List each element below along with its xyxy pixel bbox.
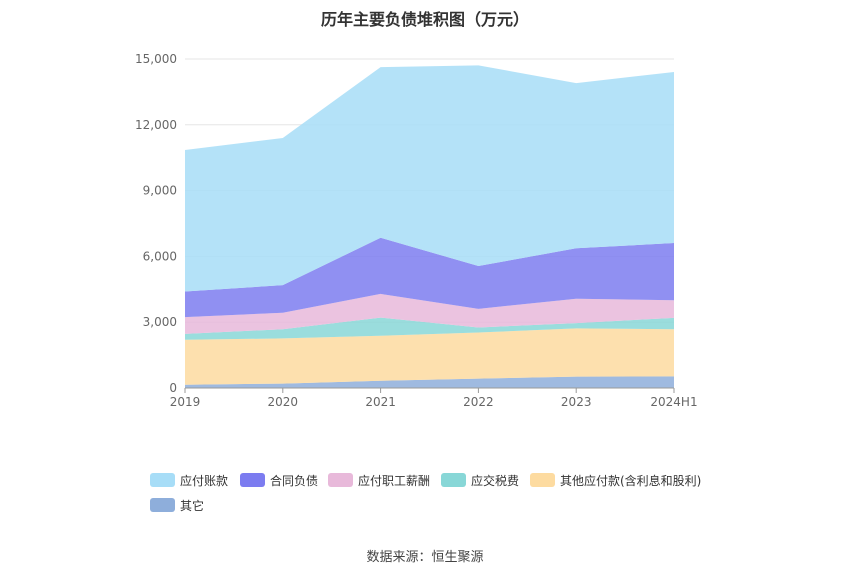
chart-title: 历年主要负债堆积图（万元）	[320, 10, 529, 29]
area-合同负债	[185, 237, 674, 318]
legend-item[interactable]: 其他应付款(含利息和股利)	[530, 472, 701, 488]
legend-label: 合同负债	[270, 473, 319, 488]
legend-label: 应付职工薪酬	[358, 473, 431, 488]
legend-swatch	[530, 473, 555, 487]
legend-item[interactable]: 其它	[150, 497, 204, 513]
x-tick-label: 2019	[170, 395, 201, 409]
y-tick-label: 6,000	[143, 249, 177, 263]
legend-item[interactable]: 合同负债	[240, 472, 318, 488]
area-其他应付款(含利息和股利)	[185, 328, 674, 385]
x-tick-label: 2022	[463, 395, 494, 409]
legend-item[interactable]: 应付账款	[150, 472, 228, 488]
area-应付账款	[185, 65, 674, 292]
y-tick-label: 12,000	[135, 118, 177, 132]
y-tick-label: 0	[169, 381, 177, 395]
legend-swatch	[150, 498, 175, 512]
legend-label: 应交税费	[471, 473, 520, 488]
legend-label: 其他应付款(含利息和股利)	[560, 473, 702, 488]
legend-swatch	[328, 473, 353, 487]
area-应交税费	[185, 317, 674, 340]
y-tick-label: 15,000	[135, 52, 177, 66]
legend-item[interactable]: 应交税费	[441, 472, 519, 488]
source-note: 数据来源：恒生聚源	[366, 550, 484, 565]
legend-label: 其它	[180, 498, 205, 513]
legend-swatch	[150, 473, 175, 487]
y-tick-label: 3,000	[143, 315, 177, 329]
legend-label: 应付账款	[180, 473, 229, 488]
x-tick-label: 2021	[365, 395, 396, 409]
x-tick-label: 2020	[268, 395, 299, 409]
legend-swatch	[240, 473, 265, 487]
area-其它	[185, 376, 674, 388]
legend-item[interactable]: 应付职工薪酬	[328, 472, 430, 488]
area-series	[185, 65, 674, 388]
x-tick-label: 2023	[561, 395, 592, 409]
legend-swatch	[441, 473, 466, 487]
x-tick-label: 2024H1	[650, 395, 697, 409]
area-应付职工薪酬	[185, 293, 674, 334]
y-tick-label: 9,000	[143, 184, 177, 198]
axes: 0 3,000 6,000 9,000 12,000 15,000 2019 2020 2021…	[135, 52, 698, 409]
